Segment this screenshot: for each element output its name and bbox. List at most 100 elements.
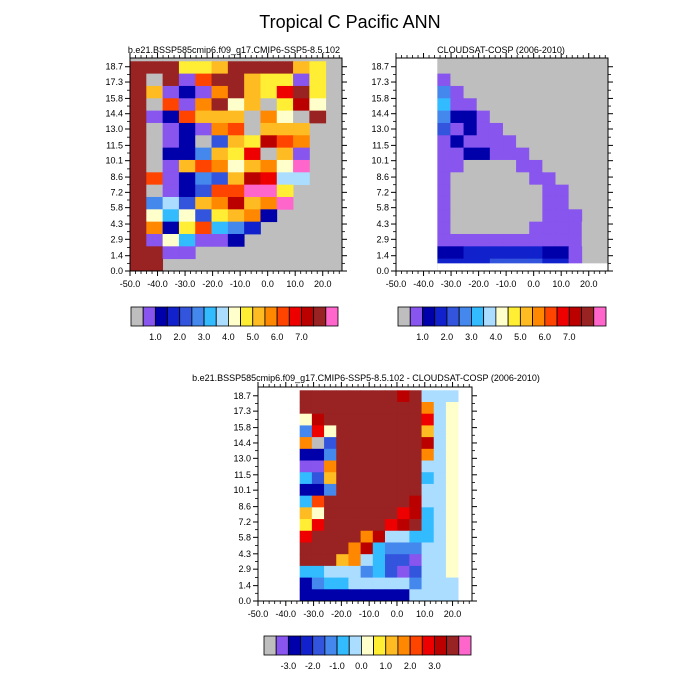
heatmap-cell	[372, 425, 386, 438]
heatmap-cell	[227, 147, 245, 161]
heatmap-cell	[384, 483, 398, 497]
heatmap-cell	[360, 425, 374, 438]
heatmap-cell	[162, 221, 180, 235]
heatmap-cell	[276, 196, 294, 210]
heatmap-cell	[130, 172, 147, 186]
heatmap-cell	[397, 483, 410, 497]
colorbar-swatch	[167, 306, 181, 327]
colorbar: 1.0 2.0 3.0 4.0 5.0 6.0 7.0	[397, 306, 607, 342]
heatmap-cell	[450, 147, 464, 161]
heatmap-cell	[244, 221, 261, 235]
heatmap-cell	[502, 159, 517, 173]
heatmap-cell	[450, 221, 464, 235]
heatmap-cell	[348, 448, 362, 461]
x-tick-label: 20.0	[444, 609, 462, 619]
x-tick-label: -20.0	[331, 609, 352, 619]
panel-diff: b.e21.BSSP585cmip6.f09_g17.CMIP6-SSP5-8.…	[192, 373, 540, 671]
colorbar-swatch	[300, 635, 314, 656]
y-tick-label: 7.2	[110, 187, 123, 197]
colorbar-swatch	[593, 306, 607, 327]
heatmap-cell	[529, 172, 543, 186]
heatmap-cell	[384, 554, 398, 567]
x-tick-label: -40.0	[413, 279, 434, 289]
heatmap-cell	[409, 413, 422, 426]
heatmap-cells	[299, 390, 459, 602]
colorbar-swatch	[544, 306, 558, 327]
heatmap-cell	[568, 221, 583, 235]
heatmap-cell	[146, 196, 164, 210]
heatmap-cell	[384, 495, 398, 508]
no-data-region	[396, 58, 438, 271]
heatmap-cell	[260, 122, 278, 136]
colorbar-swatch	[312, 635, 326, 656]
heatmap-cell	[372, 577, 386, 590]
heatmap-cell	[445, 554, 459, 567]
heatmap-cell	[336, 542, 349, 555]
heatmap-cell	[372, 448, 386, 461]
heatmap-cell	[581, 233, 596, 247]
heatmap-cell	[516, 135, 530, 149]
colorbar-swatch	[287, 635, 301, 656]
heatmap-cell	[130, 221, 147, 235]
heatmap-cell	[299, 554, 313, 567]
heatmap-cell	[542, 221, 556, 235]
heatmap-cell	[450, 209, 464, 223]
heatmap-cell	[311, 460, 325, 473]
x-tick-label: -30.0	[175, 279, 196, 289]
heatmap-cell	[409, 577, 422, 590]
heatmap-cell	[260, 184, 278, 198]
x-tick-label: -50.0	[386, 279, 407, 289]
heatmap-cell	[227, 172, 245, 186]
heatmap-cell	[244, 172, 261, 186]
heatmap-cell	[299, 577, 313, 590]
heatmap-cell	[437, 85, 451, 99]
heatmap-cell	[309, 85, 327, 99]
heatmap-cell	[555, 246, 570, 260]
heatmap-cell	[502, 147, 517, 161]
y-tick-label: 5.8	[238, 532, 251, 542]
heatmap-cell	[433, 565, 447, 578]
heatmap-cell	[433, 519, 447, 532]
heatmap-cell	[324, 472, 337, 485]
heatmap-cell	[178, 233, 196, 247]
heatmap-cell	[463, 209, 478, 223]
heatmap-cell	[463, 135, 478, 149]
y-tick-label: 2.9	[376, 234, 389, 244]
y-tick-label: 18.7	[371, 62, 389, 72]
x-tick-label: -50.0	[120, 279, 141, 289]
heatmap-cell	[445, 542, 459, 555]
heatmap-cell	[293, 122, 310, 136]
heatmap-cell	[227, 85, 245, 99]
heatmap-cell	[178, 135, 196, 149]
heatmap-cell	[299, 472, 313, 485]
colorbar-swatch	[240, 306, 254, 327]
heatmap-cell	[195, 221, 212, 235]
heatmap-cell	[384, 589, 398, 602]
heatmap-cell	[409, 530, 422, 543]
heatmap-cell	[372, 589, 386, 602]
colorbar-label: -3.0	[281, 661, 297, 671]
heatmap-cell	[146, 122, 164, 136]
heatmap-cell	[542, 233, 556, 247]
colorbar-swatch	[263, 635, 277, 656]
heatmap-cell	[336, 413, 349, 426]
colorbar-swatch	[532, 306, 546, 327]
heatmap-cell	[397, 460, 410, 473]
y-tick-label: 11.5	[106, 140, 123, 150]
colorbar-label: 1.0	[149, 332, 162, 342]
heatmap-cell	[476, 122, 491, 136]
heatmap-cell	[437, 122, 451, 136]
heatmap-cell	[336, 448, 349, 461]
heatmap-cell	[502, 246, 517, 260]
panel-diff-subtitle: b.e21.BSSP585cmip6.f09_g17.CMIP6-SSP5-8.…	[192, 373, 540, 383]
heatmap-cell	[260, 209, 278, 223]
heatmap-cell	[309, 98, 327, 112]
heatmap-cell	[336, 519, 349, 532]
heatmap-cell	[227, 61, 245, 75]
heatmap-cell	[450, 110, 464, 124]
heatmap-cell	[502, 172, 517, 186]
heatmap-cell	[299, 483, 313, 497]
heatmap-cell	[433, 589, 447, 602]
heatmap-cell	[409, 495, 422, 508]
colorbar-swatch	[409, 306, 423, 327]
